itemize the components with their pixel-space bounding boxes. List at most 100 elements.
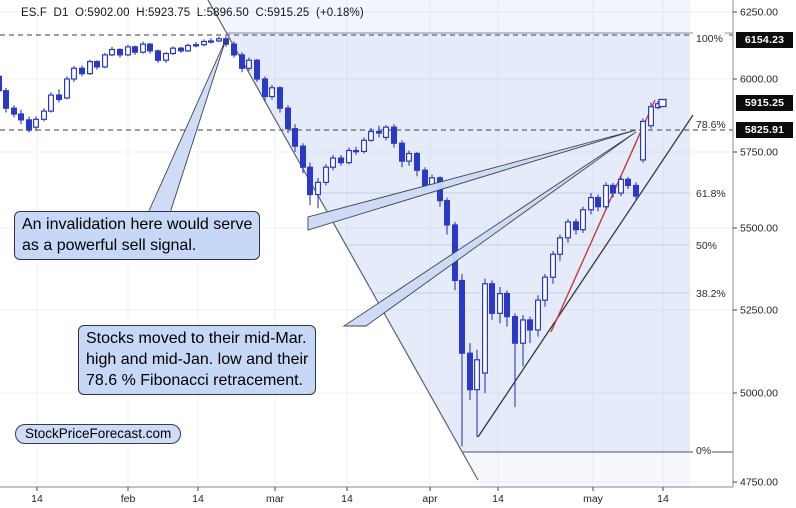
ohlc-readout: ES.F D1 O:5902.00 H:5923.75 L:5896.50 C:… [21,7,364,19]
candle-body-down [459,279,466,354]
candle [108,46,115,57]
candle [300,143,307,174]
candle-body-up [101,54,108,68]
y-tick-label: 5750.00 [740,147,778,159]
candle-body-up [346,149,353,164]
candle-body-down [572,221,579,231]
candle-body-up [323,166,330,183]
candle [482,278,489,393]
candle-body-up [564,221,571,239]
candle-body-down [231,43,238,56]
candle [223,36,230,47]
candle [231,41,238,58]
callout-beam-box1-to-fib [307,129,637,231]
candle-body-down [55,94,62,101]
fib-label-bg [693,443,712,456]
candle [624,176,631,190]
candle [497,287,504,324]
candle [11,105,18,118]
candle [201,39,208,47]
candle-body-down [147,43,154,52]
candle-body-up [368,130,375,141]
candle [639,118,646,163]
candle-body-up [108,48,115,56]
x-tick-label: may [583,493,604,505]
candle-body-up [617,178,624,194]
candle-body-down [116,48,123,56]
candle [78,65,85,77]
candle [617,176,624,197]
candle-body-up [70,67,77,80]
candle [549,250,556,284]
candle-body-up [246,59,253,69]
candle-body-down [511,316,518,344]
candle-body-down [594,197,601,208]
candle [511,313,518,408]
candle [406,150,413,166]
candle [216,36,223,43]
candle-body-down [444,200,451,226]
candle [368,128,375,142]
descending-resistance [207,0,479,481]
candle-body-down [239,54,246,69]
candle [0,75,3,92]
candle-body-down [178,47,185,52]
candle [147,42,154,54]
candle-body-down [504,293,511,318]
candle-body-up [216,38,223,42]
candle [32,116,39,131]
candle [208,38,215,44]
candle [239,52,246,73]
candle-body-up [579,209,586,231]
candle-body-up [86,60,93,75]
annotation-sell-signal[interactable]: An invalidation here would serve as a po… [14,211,261,260]
x-tick-label: feb [121,493,136,505]
y-tick-label: 6250.00 [740,7,778,19]
candle-body-down [26,119,33,131]
candle-body-down [223,38,230,45]
fib-label: 38.2% [696,288,726,300]
callout-beam-box2-to-fib [342,131,637,327]
candle-body-up [208,40,215,43]
candle [140,41,147,54]
candle [504,290,511,327]
candle-body-down [632,184,639,197]
x-tick-label: 14 [657,493,669,505]
candle [399,140,406,168]
candle-body-up [497,293,504,314]
candle [444,197,451,235]
candle-body-down [422,169,429,187]
candle [564,218,571,243]
candle [55,89,62,103]
candle-body-up [647,106,654,127]
y-tick-label: 5500.00 [740,223,778,235]
x-tick-label: 14 [492,493,504,505]
candle-body-down [285,107,292,130]
candle-body-up [185,44,192,52]
candle-body-down [526,319,533,331]
candle-body-down [467,352,474,391]
candle [269,84,276,100]
annotation-fibonacci[interactable]: Stocks moved to their mid-Mar. high and … [78,325,317,395]
last-price-marker [658,98,667,108]
candle-body-up [639,120,646,161]
candle [116,48,123,58]
candle [86,59,93,75]
candle [70,66,77,82]
x-tick-label: 14 [341,493,353,505]
candle-body-down [292,128,299,147]
candle-body-down [307,166,314,196]
candle [474,349,481,438]
candle-body-up [482,283,489,374]
y-tick-label: 6000.00 [740,74,778,86]
candle-body-down [624,178,631,187]
candle [155,49,162,63]
candle-body-down [2,90,10,109]
candle-body-up [406,152,413,162]
candle [193,42,200,48]
candle [572,218,579,235]
candle [285,105,292,134]
candle [262,76,269,101]
candle-body-up [47,94,54,112]
